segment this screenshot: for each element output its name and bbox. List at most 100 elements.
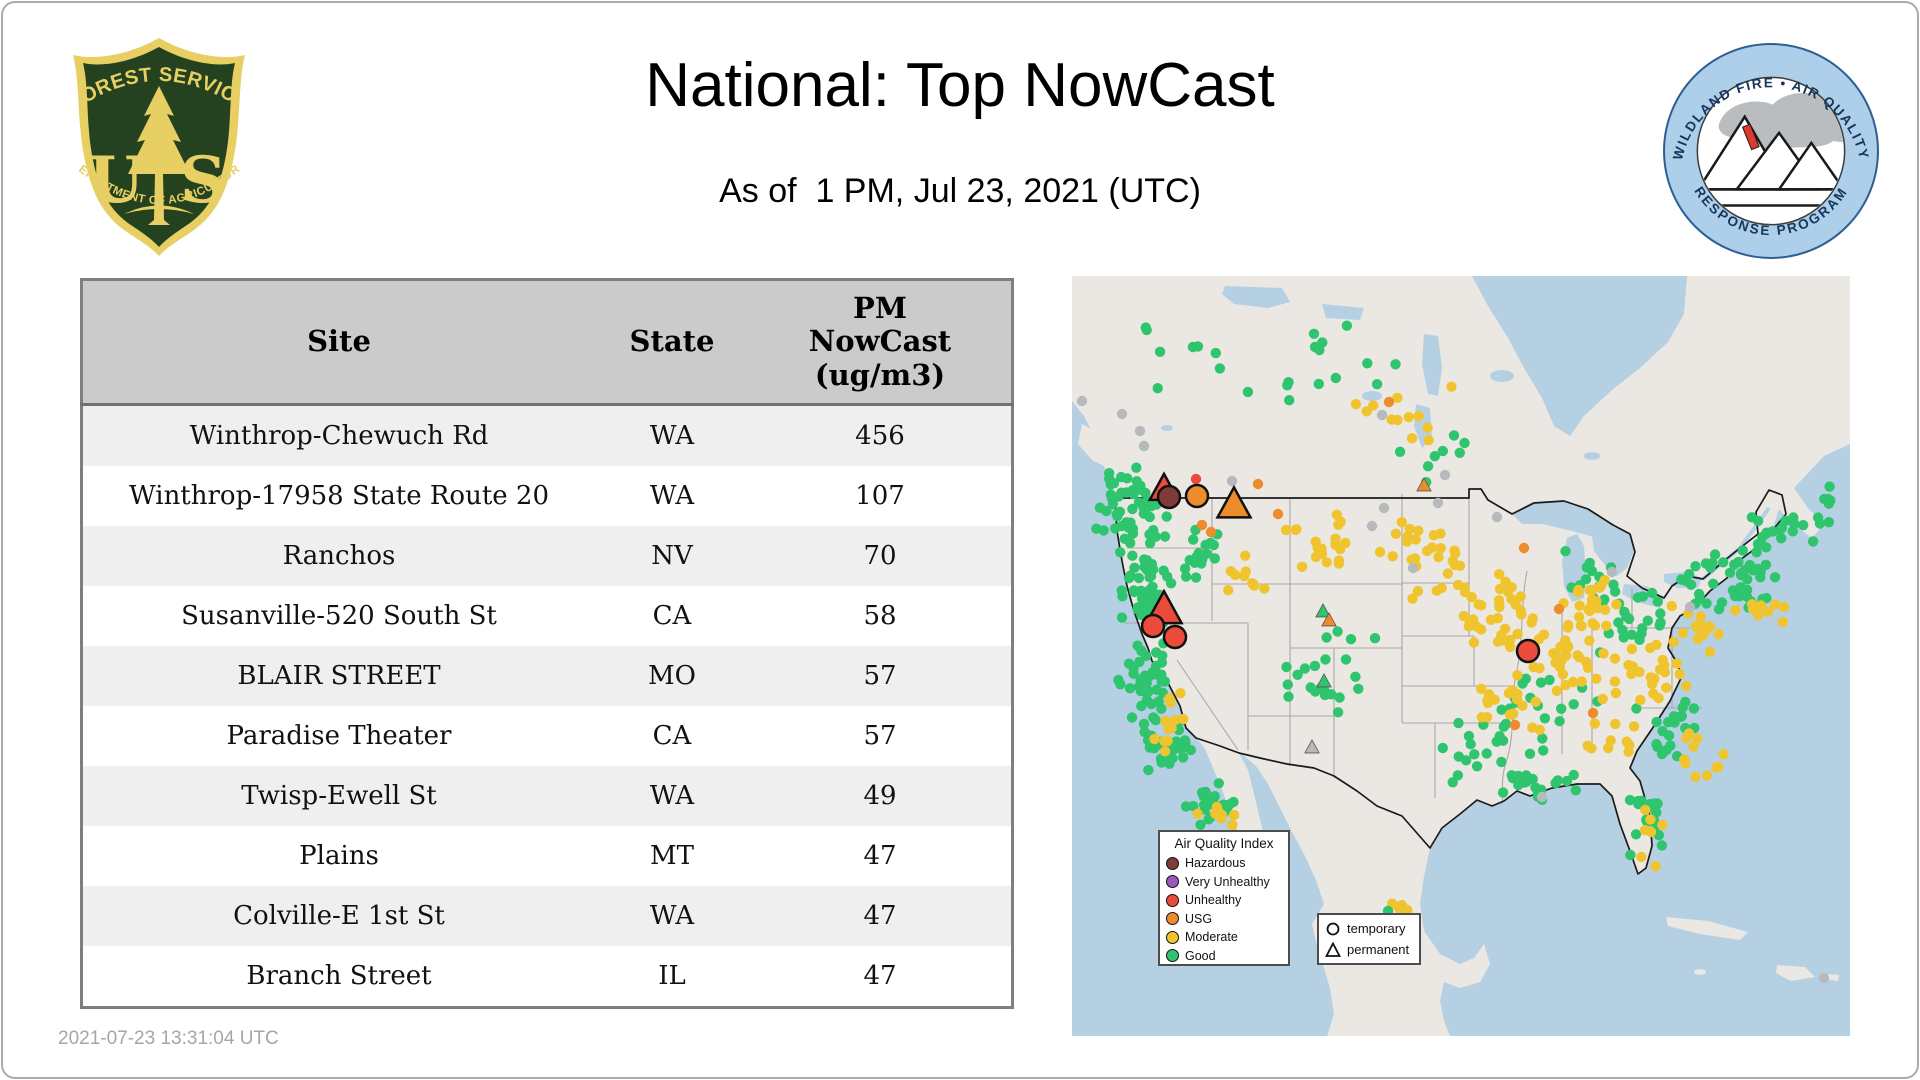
monitor-dot	[1648, 688, 1659, 699]
hazardous-swatch-icon	[1166, 856, 1179, 870]
top-site-marker-circle	[1162, 624, 1188, 650]
monitor-dot	[1340, 654, 1352, 665]
table-row: Susanville-520 South St CA 58	[81, 586, 1013, 646]
monitor-dot	[1140, 322, 1151, 333]
monitor-dot	[1125, 570, 1136, 581]
monitor-dot	[1716, 597, 1728, 608]
monitor-type-legend: temporary permanent	[1317, 913, 1421, 965]
monitor-dot	[1433, 551, 1444, 563]
monitor-dot	[1454, 447, 1465, 458]
permanent-label: permanent	[1347, 942, 1410, 957]
monitor-dot	[1581, 562, 1592, 573]
monitor-dot	[1709, 549, 1721, 560]
monitor-dot	[1755, 600, 1767, 611]
monitor-dot	[1350, 399, 1362, 410]
table-row: BLAIR STREET MO 57	[81, 646, 1013, 706]
monitor-dot	[1437, 742, 1448, 754]
monitor-dot	[1410, 534, 1421, 545]
monitor-dot	[1458, 610, 1469, 622]
monitor-dot	[1684, 601, 1696, 613]
monitor-dot	[1133, 497, 1145, 508]
monitor-dot	[1610, 687, 1621, 699]
monitor-dot	[1591, 673, 1602, 684]
monitor-dot	[1580, 574, 1592, 585]
monitor-dot	[1134, 425, 1146, 437]
monitor-dot	[1177, 752, 1189, 763]
monitor-dot	[1657, 654, 1668, 666]
monitor-dot	[1625, 849, 1636, 861]
monitor-dot	[1649, 673, 1660, 684]
monitor-dot	[1227, 819, 1238, 830]
monitor-dot	[1718, 557, 1729, 568]
legend-temporary-row: temporary	[1325, 918, 1413, 939]
monitor-dot	[1195, 819, 1206, 830]
monitor-dot	[1610, 718, 1621, 730]
monitor-dot	[1228, 796, 1239, 808]
monitor-dot	[1692, 733, 1703, 744]
monitor-dot	[1713, 628, 1724, 640]
monitor-dot	[1226, 475, 1238, 487]
monitor-dot	[1179, 563, 1191, 574]
monitor-dot	[1448, 430, 1460, 441]
permanent-monitor-triangle	[1416, 477, 1432, 492]
monitor-dot	[1560, 679, 1571, 691]
permanent-monitor-triangle	[1321, 612, 1337, 627]
monitor-dot	[1452, 770, 1464, 781]
monitor-dot	[1135, 585, 1147, 596]
monitor-dot	[1136, 605, 1147, 616]
monitor-dot	[1704, 646, 1716, 657]
monitor-dot	[1661, 682, 1672, 693]
monitor-dot	[1568, 699, 1579, 710]
monitor-dot	[1213, 778, 1224, 789]
monitor-dot	[1654, 664, 1666, 675]
monitor-dot	[1704, 621, 1715, 632]
monitor-dot	[1159, 746, 1171, 757]
monitor-dot	[1513, 779, 1524, 791]
monitor-dot	[1432, 497, 1444, 509]
monitor-dot	[1321, 557, 1332, 568]
monitor-dot	[1334, 692, 1345, 703]
monitor-dot	[1192, 341, 1204, 352]
monitor-dot	[1175, 688, 1186, 699]
monitor-dot	[1209, 553, 1220, 564]
aqi-map	[1072, 276, 1850, 1036]
monitor-dot	[1179, 735, 1191, 746]
monitor-dot	[1753, 610, 1764, 621]
monitor-dot	[1551, 650, 1562, 662]
monitor-dot	[1144, 529, 1155, 540]
monitor-dot	[1661, 744, 1672, 756]
table-row: Plains MT 47	[81, 826, 1013, 886]
monitor-dot	[1677, 627, 1689, 639]
monitor-dot	[1422, 461, 1434, 472]
monitor-dot	[1690, 771, 1701, 782]
monitor-dot	[1392, 392, 1403, 403]
cell-site: Paradise Theater	[226, 721, 452, 751]
monitor-dot	[1708, 578, 1719, 589]
monitor-dot	[1582, 662, 1594, 673]
monitor-dot	[1390, 528, 1402, 539]
monitor-dot	[1762, 606, 1774, 617]
monitor-dot	[1621, 736, 1632, 747]
aqi-legend-title: Air Quality Index	[1174, 836, 1274, 851]
monitor-dot	[1587, 618, 1598, 629]
aqi-legend-item: Moderate	[1166, 928, 1282, 947]
top-site-markers	[1140, 471, 1541, 664]
monitor-dot	[1496, 630, 1507, 641]
monitor-dot	[1561, 644, 1572, 655]
monitor-dot	[1133, 572, 1145, 584]
monitor-dot	[1666, 600, 1677, 612]
wfaqrp-logo: WILDLAND FIRE • AIR QUALITY RESPONSE PRO…	[1660, 40, 1882, 267]
monitor-dot	[1320, 654, 1331, 665]
monitor-dot	[1374, 546, 1386, 558]
monitor-dot	[1635, 694, 1646, 706]
monitor-dot	[1769, 599, 1781, 610]
monitor-dot	[1369, 633, 1381, 644]
monitor-dot	[1423, 435, 1434, 446]
monitor-dot	[1319, 689, 1331, 701]
monitor-dot	[1539, 713, 1551, 724]
monitor-dot	[1789, 518, 1800, 530]
monitor-dot	[1597, 693, 1608, 705]
table-row: Ranchos NV 70	[81, 526, 1013, 586]
monitor-dot	[1453, 717, 1464, 729]
